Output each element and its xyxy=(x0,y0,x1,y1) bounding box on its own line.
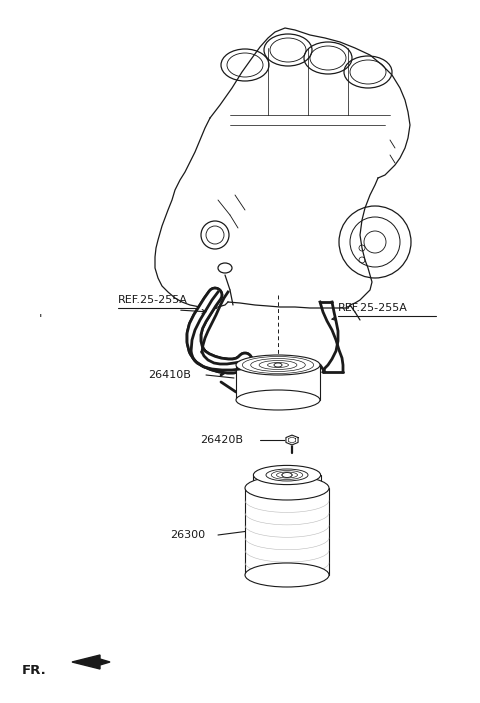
Ellipse shape xyxy=(253,465,321,484)
Ellipse shape xyxy=(282,472,292,477)
Text: ': ' xyxy=(39,314,43,326)
Ellipse shape xyxy=(236,355,320,375)
Ellipse shape xyxy=(236,390,320,410)
Text: REF.25-255A: REF.25-255A xyxy=(338,303,408,313)
Ellipse shape xyxy=(266,469,308,481)
Text: 26420B: 26420B xyxy=(200,435,243,445)
Polygon shape xyxy=(286,435,298,445)
Ellipse shape xyxy=(274,363,282,367)
Text: FR.: FR. xyxy=(22,664,47,676)
Ellipse shape xyxy=(245,476,329,500)
Text: 26300: 26300 xyxy=(170,530,205,540)
Text: REF.25-255A: REF.25-255A xyxy=(118,295,188,305)
Ellipse shape xyxy=(245,563,329,587)
Polygon shape xyxy=(72,655,110,669)
Bar xyxy=(236,365,320,400)
Text: 26410B: 26410B xyxy=(148,370,191,380)
